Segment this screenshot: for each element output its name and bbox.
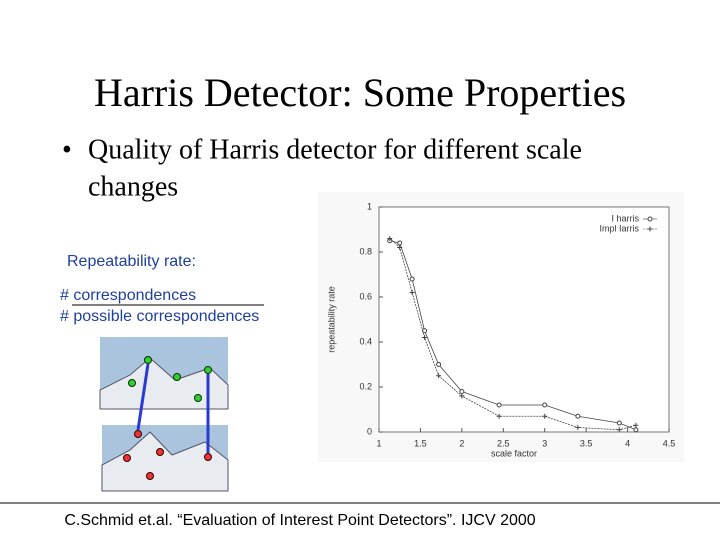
point	[422, 335, 428, 340]
y-tick-label: 0.6	[359, 291, 372, 301]
mountain-images	[99, 337, 229, 492]
formula-label: Repeatability rate:	[67, 253, 196, 270]
legend-marker	[647, 226, 653, 232]
y-axis-label: repeatability rate	[326, 286, 336, 353]
legend-label: I harris	[611, 213, 639, 223]
bullet-line: Quality of Harris detector for different…	[88, 134, 582, 165]
point	[409, 290, 415, 295]
point	[459, 389, 465, 394]
point	[616, 420, 622, 426]
legend-label: Impl Iarris	[599, 223, 639, 233]
citation: C.Schmid et.al. “Evaluation of Interest …	[64, 512, 535, 529]
bullet-line: changes	[88, 171, 178, 202]
point	[436, 373, 442, 379]
x-tick-label: 2	[459, 438, 464, 448]
point	[575, 413, 581, 419]
x-tick-label: 2.5	[497, 438, 510, 448]
point	[616, 427, 622, 433]
point	[575, 425, 581, 430]
point	[496, 402, 502, 408]
x-tick-label: 1.5	[414, 438, 427, 448]
bullet-dot: •	[62, 134, 72, 165]
point	[459, 393, 465, 399]
point	[397, 240, 403, 246]
point	[422, 328, 428, 334]
x-tick-label: 1	[376, 438, 381, 448]
y-tick-label: 0.8	[359, 246, 372, 256]
x-tick-label: 3	[542, 438, 547, 448]
y-tick-label: 1	[367, 201, 372, 211]
x-tick-label: 4	[625, 438, 630, 448]
y-tick-label: 0	[367, 426, 372, 436]
point	[633, 422, 639, 428]
chart: 0 0.2 0.4 0.6 0.8 1 1 1.5 2 2.5 3 3.5 4 4.5 scale fact…	[326, 201, 675, 458]
numerator: # correspondences	[60, 287, 196, 304]
legend-marker	[647, 216, 653, 222]
slide-title: Harris Detector: Some Properties	[94, 70, 626, 115]
point	[397, 245, 403, 250]
point	[387, 236, 393, 241]
point	[409, 276, 415, 282]
y-tick-label: 0.4	[359, 336, 372, 346]
x-tick-label: 3.5	[580, 438, 593, 448]
denominator: # possible correspondences	[60, 308, 259, 325]
y-tick-label: 0.2	[359, 381, 372, 391]
x-tick-label: 4.5	[663, 438, 676, 448]
plot-frame	[378, 206, 670, 433]
point	[542, 402, 548, 408]
point	[436, 362, 442, 367]
point	[496, 413, 502, 419]
point	[542, 413, 548, 419]
point	[633, 427, 639, 433]
x-axis-label: scale factor	[491, 448, 537, 458]
